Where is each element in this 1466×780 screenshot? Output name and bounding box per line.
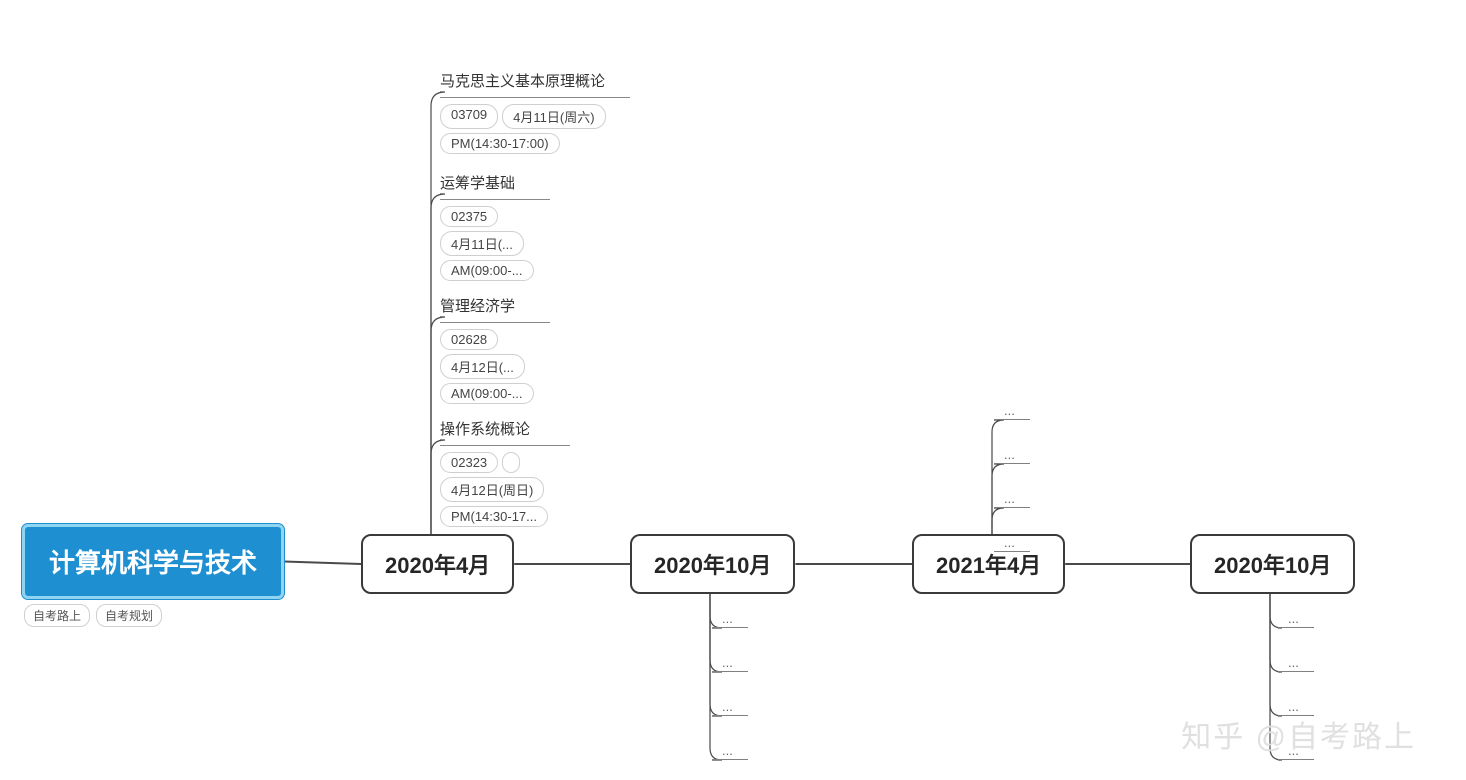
stub-item: ... [994,532,1030,552]
stub-item: ... [712,608,748,628]
stub-item: ... [1278,608,1314,628]
stub-dots: ... [1288,611,1299,626]
detail-pill[interactable] [502,452,519,473]
detail-pill[interactable]: 4月11日(... [440,231,524,256]
course-underline [440,322,550,323]
course-underline [440,445,570,446]
stub-underline: ... [1278,759,1314,760]
stub-item: ... [994,444,1030,464]
course-title: 运筹学基础 [440,172,550,193]
stub-item: ... [994,400,1030,420]
detail-pill[interactable]: 02323 [440,452,498,473]
stub-item: ... [1278,696,1314,716]
detail-pill[interactable]: 4月11日(周六) [502,104,605,129]
period-node[interactable]: 2020年4月 [361,534,514,594]
stub-underline: ... [1278,627,1314,628]
detail-pill[interactable]: AM(09:00-... [440,383,534,404]
stub-dots: ... [1288,743,1299,758]
stub-item: ... [712,740,748,760]
detail-pill[interactable]: 03709 [440,104,498,129]
stub-underline: ... [994,551,1030,552]
course-pills: 02323 4月12日(周日) PM(14:30-17... [440,452,570,527]
stub-item: ... [712,696,748,716]
stub-dots: ... [1004,447,1015,462]
stub-underline: ... [994,419,1030,420]
stub-dots: ... [722,655,733,670]
stub-item: ... [994,488,1030,508]
stub-column: ............ [994,400,1030,552]
course-pills: 037094月11日(周六) PM(14:30-17:00) [440,104,620,154]
stub-item: ... [1278,740,1314,760]
period-node[interactable]: 2021年4月 [912,534,1065,594]
course-underline [440,97,630,98]
stub-dots: ... [722,699,733,714]
stub-item: ... [1278,652,1314,672]
course-underline [440,199,550,200]
stub-underline: ... [712,671,748,672]
detail-pill[interactable]: PM(14:30-17... [440,506,548,527]
stub-column: ............ [1278,608,1314,760]
course-block: 管理经济学 02628 4月12日(... AM(09:00-... [440,295,550,404]
stub-underline: ... [712,715,748,716]
course-title: 管理经济学 [440,295,550,316]
stub-dots: ... [1004,403,1015,418]
course-title: 操作系统概论 [440,418,570,439]
detail-pill[interactable]: 02628 [440,329,498,350]
root-tag[interactable]: 自考规划 [96,604,162,627]
detail-pill[interactable]: 02375 [440,206,498,227]
root-tag[interactable]: 自考路上 [24,604,90,627]
stub-dots: ... [1004,535,1015,550]
root-node[interactable]: 计算机科学与技术 [22,524,284,599]
stub-item: ... [712,652,748,672]
course-block: 运筹学基础 02375 4月11日(... AM(09:00-... [440,172,550,281]
detail-pill[interactable]: 4月12日(周日) [440,477,544,502]
mindmap-canvas: 计算机科学与技术 自考路上自考规划 2020年4月 2020年10月 2021年4月… [0,0,1466,780]
stub-underline: ... [1278,671,1314,672]
stub-dots: ... [1004,491,1015,506]
period-node[interactable]: 2020年10月 [630,534,795,594]
detail-pill[interactable]: 4月12日(... [440,354,525,379]
course-block: 马克思主义基本原理概论 037094月11日(周六) PM(14:30-17:00) [440,70,630,154]
detail-pill[interactable]: AM(09:00-... [440,260,534,281]
stub-underline: ... [1278,715,1314,716]
root-label: 计算机科学与技术 [49,548,257,578]
stub-underline: ... [712,627,748,628]
root-tags: 自考路上自考规划 [24,604,162,627]
stub-dots: ... [1288,699,1299,714]
course-pills: 02375 4月11日(... AM(09:00-... [440,206,550,281]
stub-column: ............ [712,608,748,760]
stub-underline: ... [712,759,748,760]
period-node[interactable]: 2020年10月 [1190,534,1355,594]
course-title: 马克思主义基本原理概论 [440,70,630,91]
stub-dots: ... [722,611,733,626]
stub-underline: ... [994,463,1030,464]
stub-dots: ... [1288,655,1299,670]
stub-underline: ... [994,507,1030,508]
detail-pill[interactable]: PM(14:30-17:00) [440,133,560,154]
stub-dots: ... [722,743,733,758]
course-block: 操作系统概论 02323 4月12日(周日) PM(14:30-17... [440,418,570,527]
course-pills: 02628 4月12日(... AM(09:00-... [440,329,550,404]
